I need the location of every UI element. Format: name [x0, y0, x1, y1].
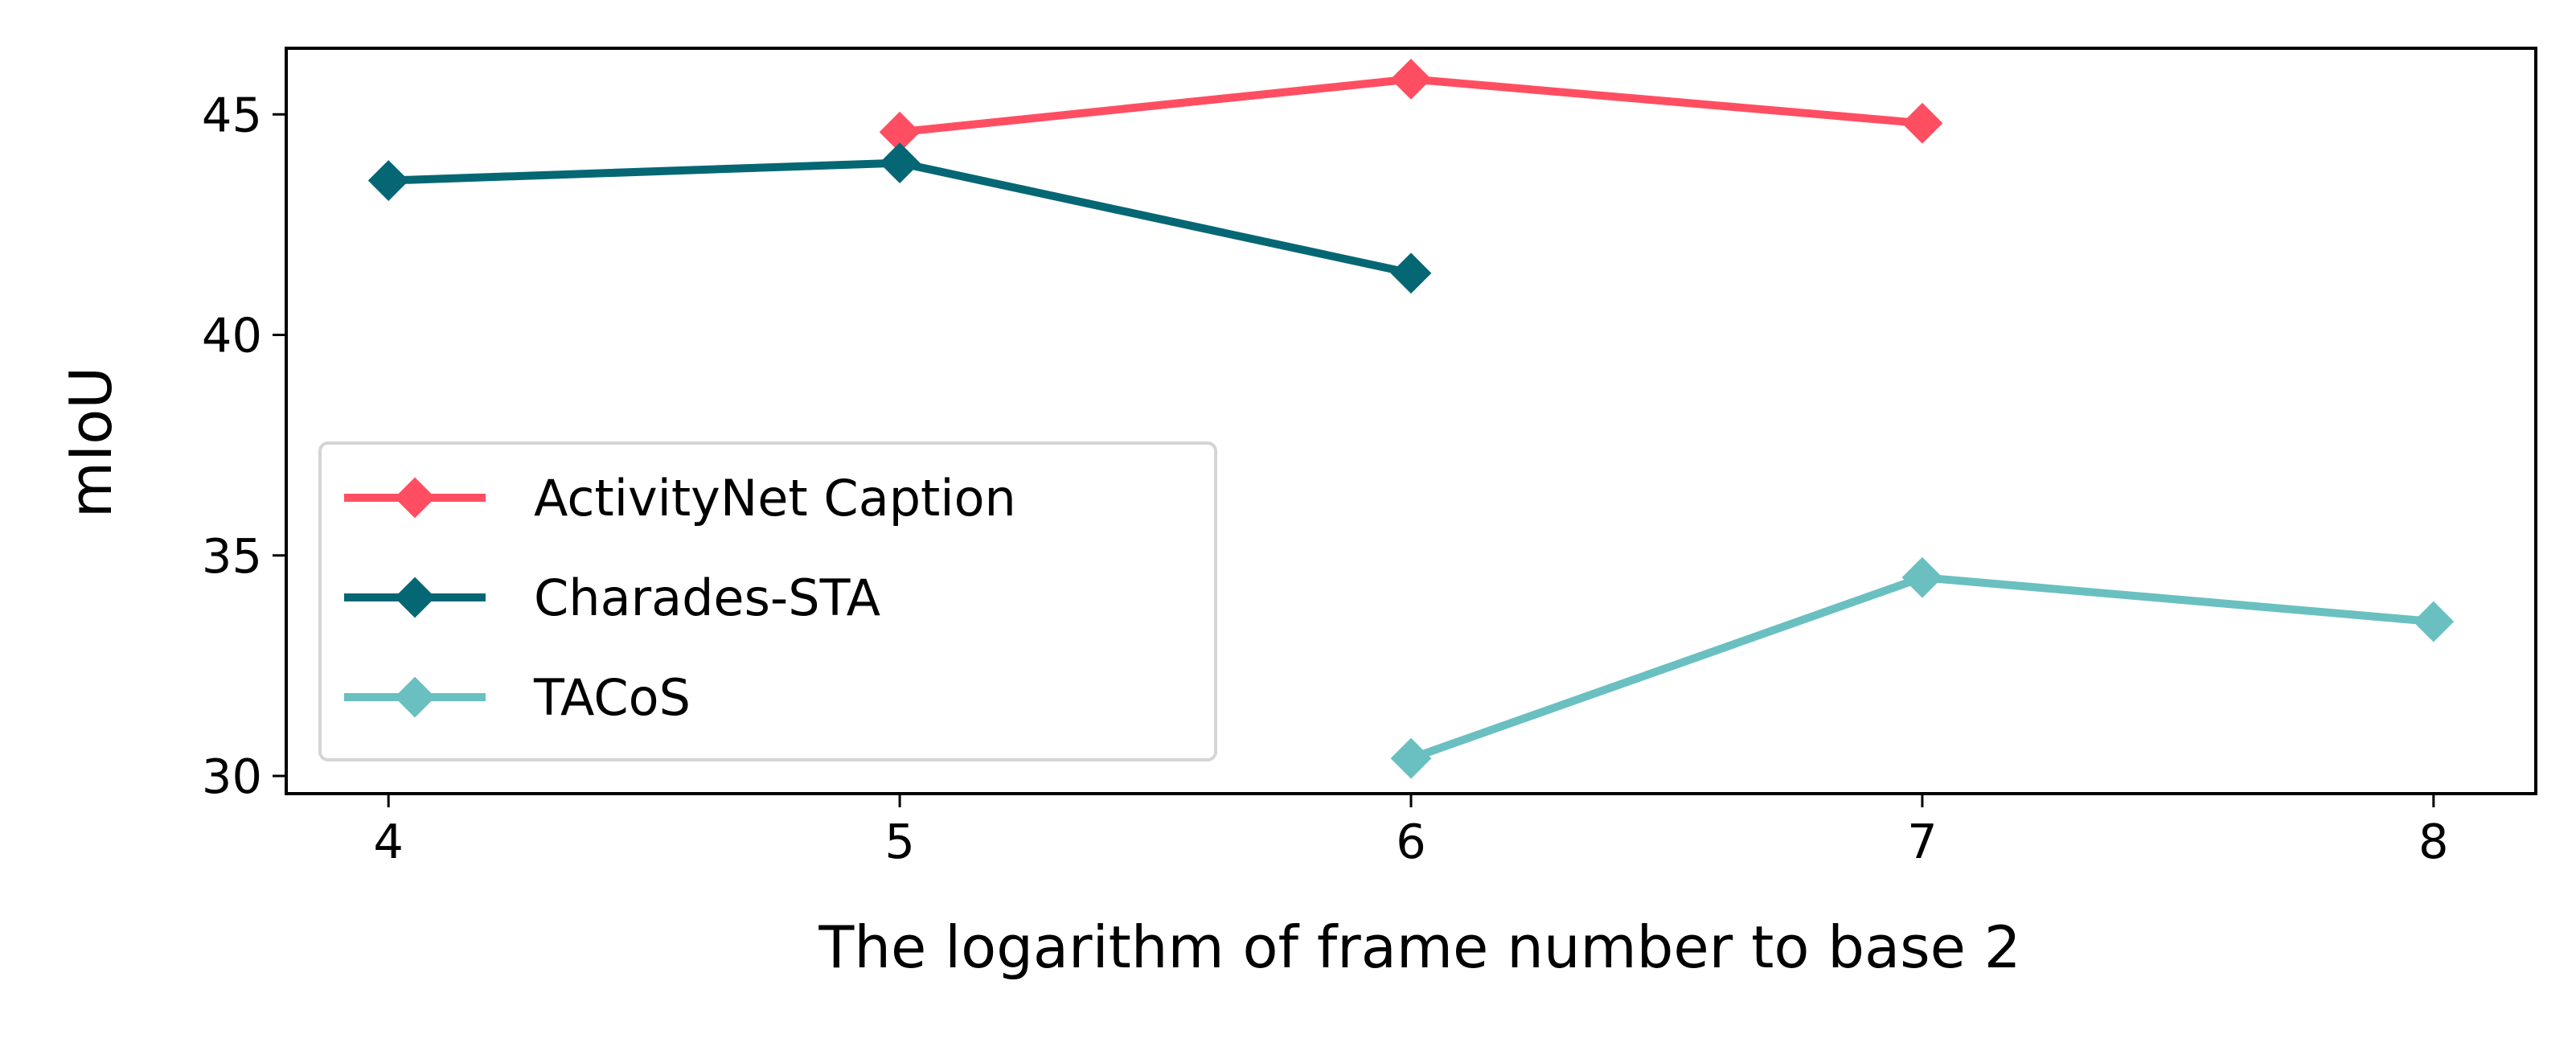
- x-tick-label: 5: [884, 814, 915, 869]
- plot-area-border: [285, 47, 2537, 795]
- series-tacos: [1390, 556, 2455, 779]
- legend-marker: [394, 676, 436, 718]
- legend-label: TACoS: [533, 668, 691, 727]
- data-point-tacos: [1901, 556, 1943, 598]
- x-tick-label: 7: [1907, 814, 1938, 869]
- legend-entry-charades-sta: Charades-STA: [344, 568, 880, 627]
- legend-box: [318, 441, 1217, 761]
- legend: ActivityNet Caption Charades-STA TACoS: [318, 441, 1217, 761]
- y-tick-label: 45: [202, 87, 262, 142]
- data-point-charades-sta: [367, 160, 409, 201]
- data-point-tacos: [2413, 601, 2455, 642]
- y-tick-label: 30: [202, 749, 262, 804]
- x-tick-label: 6: [1396, 814, 1426, 869]
- legend-entry-tacos: TACoS: [344, 668, 691, 727]
- x-tick-label: 4: [373, 814, 404, 869]
- x-tick-label: 8: [2418, 814, 2449, 869]
- y-axis-title: mIoU: [57, 367, 125, 518]
- legend-entry-activitynet-caption: ActivityNet Caption: [344, 469, 1016, 527]
- data-point-charades-sta: [1390, 252, 1432, 294]
- y-tick-label: 35: [202, 528, 262, 584]
- series-charades-sta: [367, 142, 1432, 294]
- legend-label: ActivityNet Caption: [534, 469, 1016, 527]
- series-layer: [367, 58, 2455, 779]
- x-axis-title: The logarithm of frame number to base 2: [818, 913, 2020, 981]
- legend-marker: [394, 477, 436, 519]
- legend-label: Charades-STA: [534, 568, 880, 627]
- data-point-activitynet-caption: [1390, 58, 1432, 100]
- plot-frame: [285, 47, 2537, 795]
- series-line-tacos: [1405, 573, 2439, 764]
- data-point-charades-sta: [879, 142, 921, 184]
- data-point-activitynet-caption: [1901, 102, 1943, 144]
- data-point-tacos: [1390, 737, 1432, 779]
- legend-marker: [394, 577, 436, 618]
- series-activitynet-caption: [879, 58, 1943, 153]
- y-tick-label: 40: [202, 308, 262, 363]
